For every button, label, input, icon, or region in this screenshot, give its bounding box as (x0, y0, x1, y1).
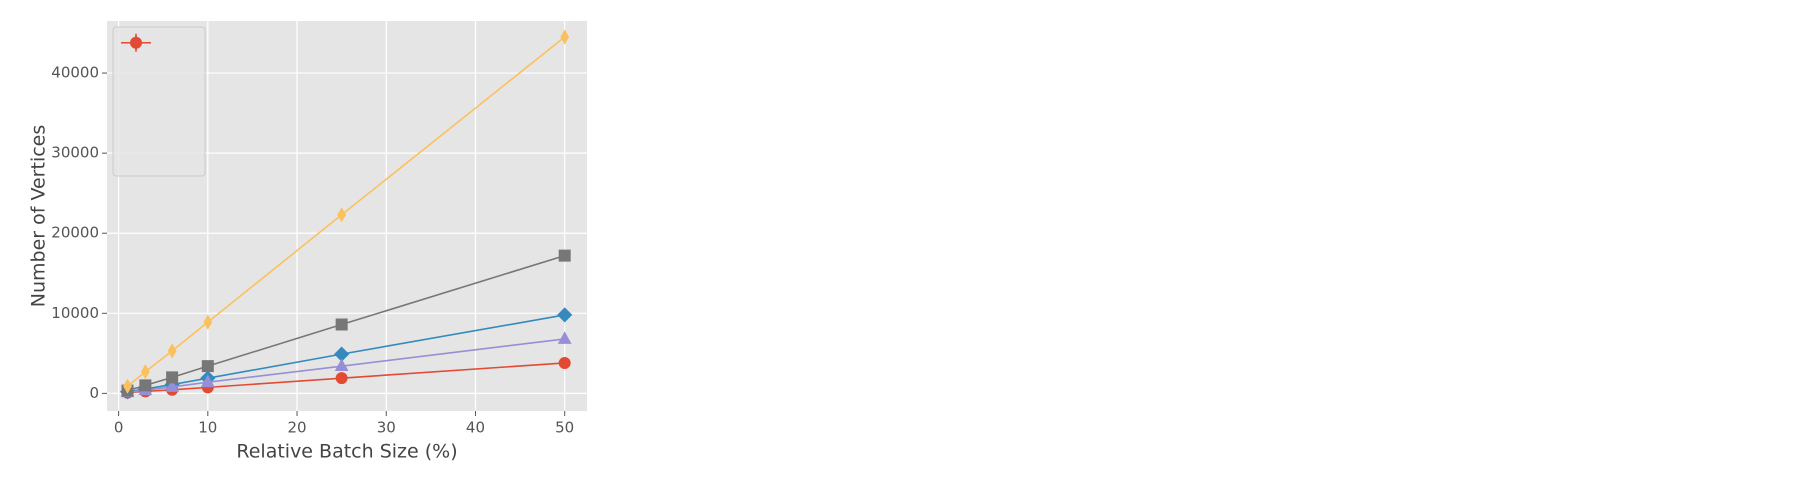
y-tick-label: 40000 (51, 64, 99, 82)
marker (335, 372, 348, 385)
marker (200, 374, 215, 388)
marker (167, 343, 177, 359)
marker (123, 378, 132, 394)
y-tick-label: 20000 (51, 224, 99, 242)
legend-box (112, 26, 206, 177)
x-tick-label: 0 (114, 419, 124, 437)
x-axis-label: Relative Batch Size (%) (236, 441, 457, 463)
marker (558, 356, 571, 369)
y-axis-label: Number of Vertices (28, 125, 50, 308)
marker (337, 207, 347, 223)
marker (335, 318, 348, 331)
x-tick-label: 30 (377, 419, 396, 437)
subplot: 0 10 20 30 40 50 0 10000 20000 30000 40000 Relative… (28, 21, 587, 463)
marker (558, 249, 571, 262)
marker (203, 314, 213, 330)
x-tick-label: 10 (198, 419, 217, 437)
marker (165, 379, 180, 392)
marker (130, 36, 142, 49)
marker (166, 371, 179, 384)
y-tick-label: 10000 (51, 304, 99, 322)
x-tick-label: 20 (287, 419, 306, 437)
marker (557, 307, 573, 323)
x-tick-label: 40 (466, 419, 485, 437)
marker (560, 29, 570, 45)
marker (334, 358, 349, 372)
marker (557, 331, 572, 344)
marker (201, 360, 214, 373)
marker (140, 364, 150, 380)
y-tick-label: 0 (89, 384, 99, 402)
marker (139, 379, 152, 392)
y-tick-label: 30000 (51, 144, 99, 162)
x-tick-label: 50 (555, 419, 574, 437)
